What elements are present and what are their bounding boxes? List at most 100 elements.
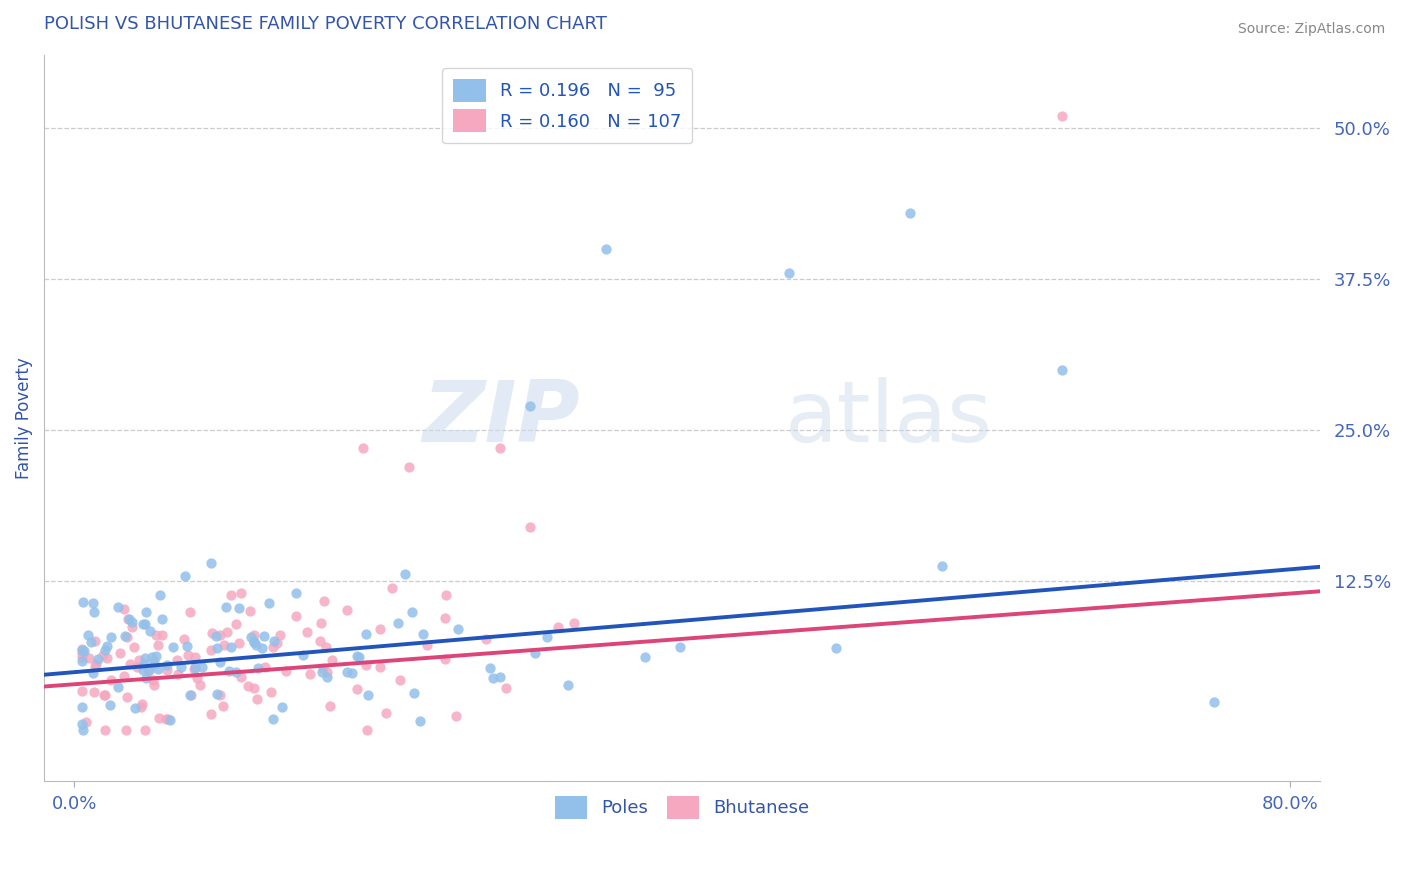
Point [131, 663, 153, 677]
Point [94, 689, 117, 703]
Point [495, 681, 517, 695]
Point [434, 588, 457, 602]
Point [150, 612, 173, 626]
Point [70, 717, 93, 731]
Point [134, 650, 156, 665]
Point [547, 620, 569, 634]
Text: atlas: atlas [785, 376, 993, 459]
Point [401, 605, 423, 619]
Point [72, 643, 94, 657]
Point [409, 714, 432, 728]
Point [519, 399, 541, 413]
Point [200, 643, 222, 657]
Point [368, 622, 391, 636]
Point [148, 638, 170, 652]
Point [298, 666, 321, 681]
Point [75, 714, 97, 729]
Point [114, 723, 136, 738]
Point [93, 688, 115, 702]
Y-axis label: Family Poverty: Family Poverty [15, 358, 32, 479]
Text: ZIP: ZIP [423, 376, 581, 459]
Point [77, 651, 100, 665]
Point [115, 690, 138, 704]
Point [91, 648, 114, 662]
Point [262, 713, 284, 727]
Point [225, 665, 247, 680]
Point [311, 660, 333, 674]
Point [595, 242, 617, 256]
Point [166, 667, 188, 681]
Point [205, 688, 228, 702]
Point [218, 664, 240, 678]
Point [311, 665, 333, 679]
Point [135, 671, 157, 685]
Point [80, 634, 103, 648]
Point [557, 677, 579, 691]
Point [83, 605, 105, 619]
Point [184, 649, 207, 664]
Point [122, 640, 145, 655]
Point [173, 632, 195, 647]
Point [121, 615, 143, 629]
Point [309, 615, 332, 630]
Point [389, 673, 412, 688]
Point [433, 610, 456, 624]
Point [121, 620, 143, 634]
Point [100, 631, 122, 645]
Point [142, 657, 165, 672]
Point [489, 442, 512, 456]
Point [243, 628, 266, 642]
Point [138, 663, 160, 677]
Point [209, 656, 232, 670]
Point [312, 594, 335, 608]
Point [250, 641, 273, 656]
Point [354, 626, 377, 640]
Point [149, 588, 172, 602]
Point [489, 670, 512, 684]
Point [898, 205, 921, 219]
Point [231, 670, 253, 684]
Point [70, 646, 93, 660]
Legend: Poles, Bhutanese: Poles, Bhutanese [547, 789, 817, 826]
Point [179, 605, 201, 619]
Point [321, 653, 343, 667]
Point [247, 661, 270, 675]
Point [159, 713, 181, 727]
Point [416, 638, 439, 652]
Point [180, 688, 202, 702]
Point [84, 634, 107, 648]
Point [634, 649, 657, 664]
Point [176, 639, 198, 653]
Point [239, 630, 262, 644]
Point [219, 588, 242, 602]
Point [354, 658, 377, 673]
Point [266, 636, 288, 650]
Point [271, 699, 294, 714]
Point [214, 600, 236, 615]
Point [131, 698, 153, 712]
Point [205, 641, 228, 656]
Point [1050, 109, 1073, 123]
Point [124, 701, 146, 715]
Point [243, 635, 266, 649]
Text: Source: ZipAtlas.com: Source: ZipAtlas.com [1237, 22, 1385, 37]
Point [156, 663, 179, 677]
Point [447, 622, 470, 636]
Point [225, 617, 247, 632]
Point [166, 653, 188, 667]
Point [87, 651, 110, 665]
Point [778, 266, 800, 280]
Point [107, 680, 129, 694]
Point [84, 657, 107, 671]
Point [143, 678, 166, 692]
Point [1050, 363, 1073, 377]
Point [246, 691, 269, 706]
Point [118, 612, 141, 626]
Point [315, 640, 337, 655]
Point [96, 640, 118, 654]
Point [347, 649, 370, 664]
Point [340, 665, 363, 680]
Point [135, 605, 157, 619]
Point [191, 660, 214, 674]
Point [114, 629, 136, 643]
